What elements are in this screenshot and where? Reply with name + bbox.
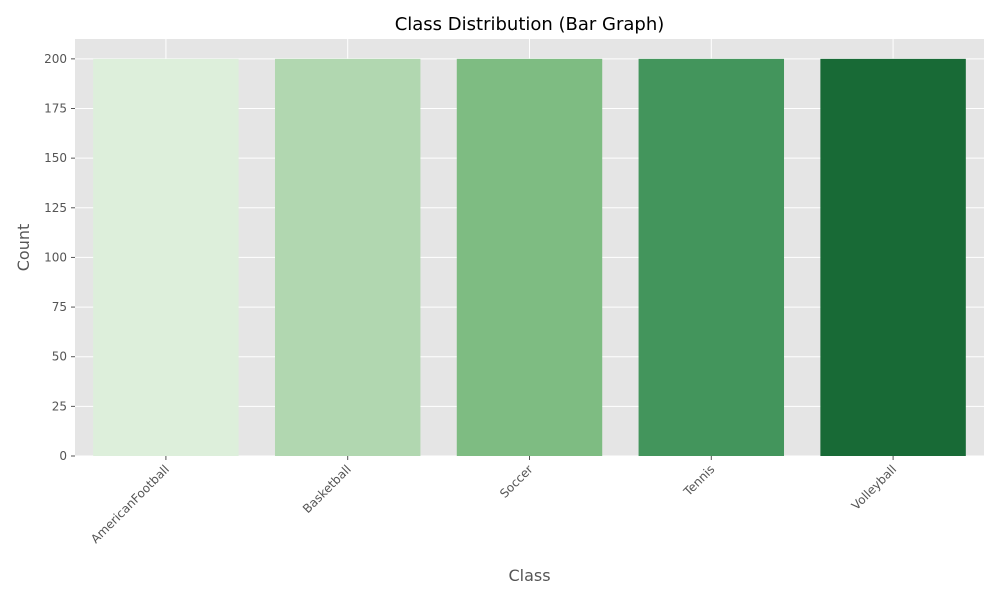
y-axis-label: Count <box>14 224 33 272</box>
y-tick-label: 175 <box>44 102 67 116</box>
y-tick-label: 200 <box>44 52 67 66</box>
bar-soccer <box>456 58 603 456</box>
y-tick-label: 50 <box>52 350 67 364</box>
y-tick-label: 0 <box>59 449 67 463</box>
y-tick-label: 100 <box>44 250 67 264</box>
x-tick-label: Soccer <box>497 462 536 501</box>
x-tick-label: Tennis <box>680 462 717 499</box>
y-tick-label: 125 <box>44 201 67 215</box>
bar-tennis <box>638 58 785 456</box>
x-tick-label: Volleyball <box>849 462 900 513</box>
y-tick-label: 150 <box>44 151 67 165</box>
bars <box>93 58 966 456</box>
x-tick-label: AmericanFootball <box>88 462 172 546</box>
x-axis-label: Class <box>508 566 550 585</box>
bar-basketball <box>274 58 421 456</box>
x-tick-label: Basketball <box>300 462 354 516</box>
bar-americanfootball <box>93 58 239 456</box>
x-axis-ticks: AmericanFootball Basketball Soccer Tennis Vo… <box>88 456 899 546</box>
y-axis-ticks: 0 25 50 75 100 125 150 175 200 <box>44 52 75 463</box>
bar-volleyball <box>820 58 966 456</box>
y-tick-label: 75 <box>52 300 67 314</box>
chart-title: Class Distribution (Bar Graph) <box>395 14 665 35</box>
y-tick-label: 25 <box>52 399 67 413</box>
